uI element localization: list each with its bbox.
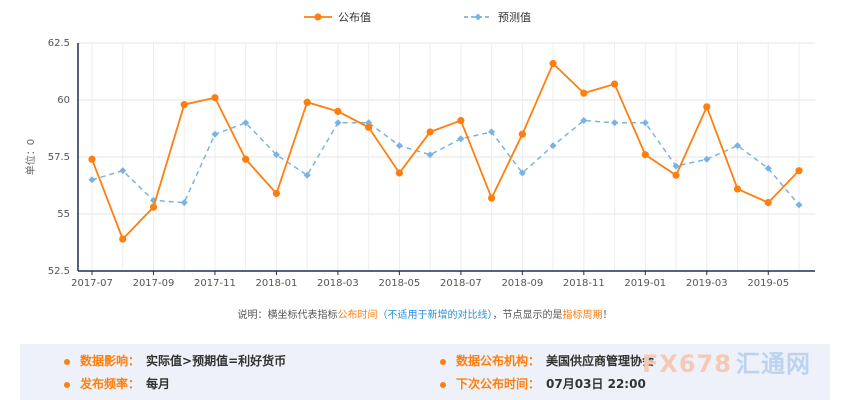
info-impact: 数据影响： 实际值>预期值=利好货币 [64, 352, 286, 369]
next-release-value: 07月03日 22:00 [546, 377, 646, 391]
info-frequency: 发布频率： 每月 [64, 375, 170, 392]
forecast-point [303, 171, 311, 179]
forecast-point [580, 117, 588, 125]
actual-point [518, 130, 526, 138]
info-next-release: 下次公布时间： 07月03日 22:00 [440, 375, 646, 392]
x-tick-label: 2017-09 [133, 278, 175, 289]
y-tick-label: 60 [57, 95, 70, 106]
actual-point [672, 171, 680, 179]
bullet-dot-icon [440, 358, 446, 365]
agency-value: 美国供应商管理协会 [546, 354, 655, 368]
info-agency: 数据公布机构： 美国供应商管理协会 [440, 352, 654, 369]
actual-point [180, 100, 188, 109]
note-suffix: ！ [602, 310, 613, 321]
note-highlight-publish-time: 公布时间 [337, 310, 378, 321]
logo-zh: 汇通网 [736, 350, 811, 378]
actual-point [488, 194, 496, 202]
y-tick-label: 52.5 [48, 266, 70, 277]
impact-label: 数据影响： [80, 354, 141, 368]
forecast-point [119, 167, 127, 175]
note-parenthetical: （不适用于新增的对比线） [377, 310, 493, 321]
x-tick-label: 2018-09 [501, 278, 543, 289]
fx678-logo: FX678 汇通网 [642, 344, 832, 384]
x-tick-label: 2018-05 [378, 278, 420, 289]
x-tick-label: 2017-07 [71, 278, 113, 289]
x-tick-label: 2017-11 [194, 278, 236, 289]
forecast-point [180, 199, 188, 207]
impact-value: 实际值>预期值=利好货币 [146, 354, 287, 368]
note-highlight-period: 指标周期 [562, 310, 603, 321]
y-tick-label: 55 [57, 209, 70, 220]
forecast-point [672, 162, 680, 170]
forecast-line [91, 119, 800, 206]
x-tick-label: 2018-01 [256, 278, 298, 289]
line-chart: 52.5 55 57.5 60 62.5 2017-07 2017-09 2017-11 201… [24, 11, 815, 289]
logo-en: FX678 [642, 350, 732, 378]
legend-forecast-marker [474, 13, 482, 21]
actual-point [334, 107, 342, 115]
forecast-point [211, 130, 219, 138]
actual-point [242, 155, 250, 163]
next-release-label: 下次公布时间： [456, 377, 541, 391]
chart-note: 说明：横坐标代表指标公布时间（不适用于新增的对比线），节点显示的是指标周期！ [0, 306, 850, 321]
x-tick-label: 2018-11 [563, 278, 605, 289]
forecast-point [734, 142, 742, 150]
actual-point [610, 80, 619, 88]
actual-point [395, 169, 403, 177]
actual-point [795, 167, 803, 175]
agency-label: 数据公布机构： [456, 354, 541, 368]
info-panel: 数据影响： 实际值>预期值=利好货币 发布频率： 每月 数据公布机构： 美国供应商管理… [20, 344, 830, 400]
forecast-point [795, 201, 803, 209]
actual-point [88, 155, 96, 163]
actual-point [303, 98, 311, 106]
frequency-value: 每月 [146, 377, 171, 391]
actual-point [549, 59, 557, 68]
forecast-point [272, 151, 280, 159]
actual-point [580, 89, 588, 97]
forecast-point [611, 119, 619, 127]
x-tick-label: 2018-07 [440, 278, 482, 289]
actual-point [119, 235, 127, 243]
forecast-point [518, 169, 526, 177]
y-tick-label: 57.5 [48, 152, 70, 163]
y-tick-label: 62.5 [48, 38, 70, 49]
actual-point [703, 103, 711, 111]
x-tick-label: 2018-03 [317, 278, 359, 289]
legend-forecast-label: 预测值 [498, 11, 531, 24]
forecast-point [334, 119, 342, 127]
frequency-label: 发布频率： [80, 377, 141, 391]
forecast-point [764, 164, 772, 172]
forecast-point [395, 142, 403, 150]
forecast-point [641, 119, 649, 127]
forecast-point [703, 155, 711, 163]
legend-actual-marker [314, 13, 322, 21]
actual-point [365, 123, 373, 131]
actual-point [272, 189, 281, 198]
forecast-point [88, 176, 96, 184]
forecast-point [549, 142, 557, 150]
forecast-point [242, 119, 250, 127]
actual-point [733, 185, 742, 193]
actual-point [426, 128, 434, 136]
x-tick-label: 2019-03 [686, 278, 728, 289]
actual-line [91, 61, 800, 241]
forecast-point [426, 151, 434, 159]
actual-point [211, 94, 219, 102]
note-prefix: 说明：横坐标代表指标 [237, 310, 338, 321]
bullet-dot-icon [64, 381, 70, 388]
forecast-point [457, 135, 465, 143]
bullet-dot-icon [64, 358, 70, 365]
actual-point [764, 199, 772, 207]
forecast-point [488, 128, 496, 136]
legend-actual-label: 公布值 [338, 11, 371, 24]
bullet-dot-icon [440, 381, 446, 388]
actual-point [149, 203, 158, 211]
actual-point [641, 151, 649, 159]
x-tick-label: 2019-05 [747, 278, 789, 289]
x-tick-label: 2019-01 [624, 278, 666, 289]
y-axis-label: 单位：0 [24, 139, 37, 175]
note-mid: ，节点显示的是 [492, 310, 563, 321]
actual-point [457, 116, 465, 125]
